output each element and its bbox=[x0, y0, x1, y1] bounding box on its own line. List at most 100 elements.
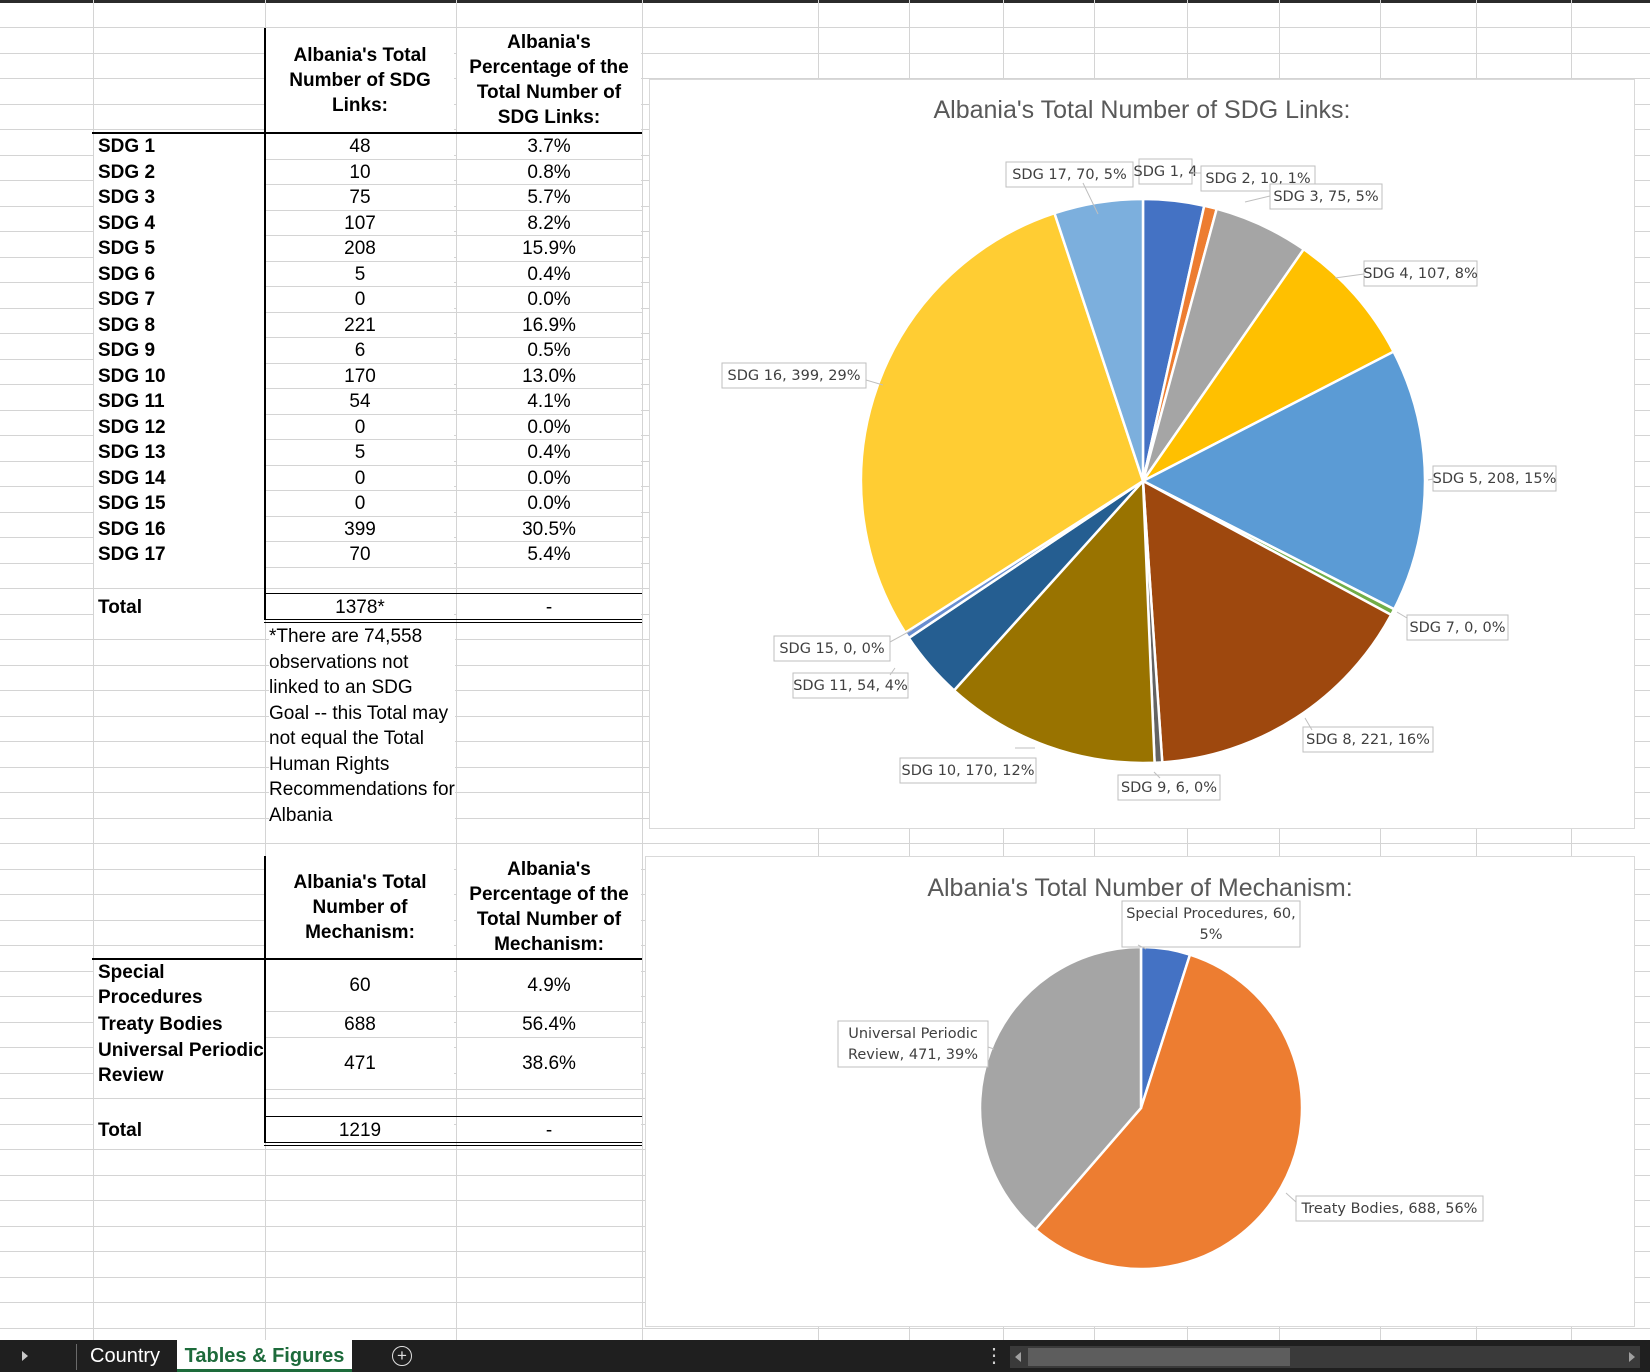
mech-row-pct[interactable]: 4.9% bbox=[457, 960, 641, 1011]
mech-row-count[interactable]: 471 bbox=[266, 1038, 454, 1089]
sdg-row-count[interactable]: 107 bbox=[266, 210, 454, 235]
sdg-row-pct[interactable]: 0.0% bbox=[457, 414, 641, 439]
mech-total-count[interactable]: 1219 bbox=[266, 1118, 454, 1143]
sdg-row-pct[interactable]: 0.5% bbox=[457, 338, 641, 362]
sdg-row-count[interactable]: 170 bbox=[266, 363, 454, 388]
table-row-line bbox=[266, 159, 642, 160]
sdg-row-label[interactable]: SDG 4 bbox=[94, 210, 264, 235]
pie-slice[interactable] bbox=[1140, 349, 1427, 611]
pie-slice[interactable] bbox=[978, 945, 1143, 1232]
pie-slice[interactable] bbox=[1141, 478, 1393, 764]
leader-line bbox=[865, 379, 884, 386]
tab-tables-figures[interactable]: Tables & Figures bbox=[177, 1340, 352, 1372]
sdg-row-pct[interactable]: 0.0% bbox=[457, 491, 641, 515]
sdg-row-pct[interactable]: 5.7% bbox=[457, 185, 641, 209]
sdg-row-count[interactable]: 0 bbox=[266, 414, 454, 439]
sdg-row-count[interactable]: 5 bbox=[266, 440, 454, 464]
horizontal-scrollbar[interactable] bbox=[1010, 1346, 1640, 1368]
sdg-row-count[interactable]: 54 bbox=[266, 389, 454, 413]
pie-slice[interactable] bbox=[952, 477, 1156, 765]
sdg-row-pct[interactable]: 0.0% bbox=[457, 287, 641, 311]
scrollbar-right-arrow-icon[interactable] bbox=[1628, 1351, 1636, 1363]
pie-slice[interactable] bbox=[1141, 247, 1396, 483]
sdg-row-label[interactable]: SDG 6 bbox=[94, 261, 264, 286]
sdg-total-label[interactable]: Total bbox=[94, 595, 264, 620]
sdg-pie-chart[interactable]: Albania's Total Number of SDG Links: SDG… bbox=[649, 79, 1635, 829]
sdg-row-pct[interactable]: 0.4% bbox=[457, 261, 641, 286]
sdg-row-count[interactable]: 399 bbox=[266, 516, 454, 541]
mech-row-pct[interactable]: 56.4% bbox=[457, 1012, 641, 1037]
sdg-row-pct[interactable]: 0.0% bbox=[457, 465, 641, 490]
sdg-row-pct[interactable]: 16.9% bbox=[457, 312, 641, 337]
mech-row-count[interactable]: 688 bbox=[266, 1012, 454, 1037]
add-sheet-icon[interactable]: + bbox=[392, 1346, 412, 1366]
data-label: Review, 471, 39% bbox=[848, 1047, 978, 1063]
mechanism-pie-chart[interactable]: Albania's Total Number of Mechanism: Spe… bbox=[645, 856, 1635, 1327]
sdg-row-label[interactable]: SDG 17 bbox=[94, 542, 264, 566]
data-label-box bbox=[1302, 726, 1434, 753]
spreadsheet-grid[interactable]: Albania's Total Number of SDG Links: Alb… bbox=[0, 0, 1650, 1340]
data-label: 5% bbox=[1199, 927, 1222, 943]
sdg-row-count[interactable]: 70 bbox=[266, 542, 454, 566]
sdg-row-label[interactable]: SDG 11 bbox=[94, 389, 264, 413]
sdg-row-label[interactable]: SDG 5 bbox=[94, 236, 264, 260]
table-row-line bbox=[266, 465, 642, 466]
scrollbar-thumb[interactable] bbox=[1028, 1348, 1290, 1366]
sdg-row-count[interactable]: 221 bbox=[266, 312, 454, 337]
sdg-row-pct[interactable]: 8.2% bbox=[457, 210, 641, 235]
sdg-row-pct[interactable]: 0.8% bbox=[457, 159, 641, 184]
sdg-row-count[interactable]: 75 bbox=[266, 185, 454, 209]
mech-row-label[interactable]: Treaty Bodies bbox=[94, 1012, 264, 1037]
mech-row-count[interactable]: 60 bbox=[266, 960, 454, 1011]
data-label: SDG 10, 170, 12% bbox=[901, 763, 1034, 779]
sdg-row-count[interactable]: 0 bbox=[266, 287, 454, 311]
tab-country[interactable]: Country bbox=[90, 1345, 161, 1367]
mech-total-pct[interactable]: - bbox=[457, 1118, 641, 1143]
scrollbar-left-arrow-icon[interactable] bbox=[1014, 1351, 1022, 1363]
sdg-row-label[interactable]: SDG 8 bbox=[94, 312, 264, 337]
sdg-row-pct[interactable]: 13.0% bbox=[457, 363, 641, 388]
sdg-row-count[interactable]: 208 bbox=[266, 236, 454, 260]
mech-total-label[interactable]: Total bbox=[94, 1118, 264, 1143]
mech-row-pct[interactable]: 38.6% bbox=[457, 1038, 641, 1089]
sdg-row-count[interactable]: 0 bbox=[266, 465, 454, 490]
sdg-row-label[interactable]: SDG 15 bbox=[94, 491, 264, 515]
data-label-box bbox=[1295, 1195, 1484, 1222]
sdg-row-label[interactable]: SDG 12 bbox=[94, 414, 264, 439]
sdg-row-pct[interactable]: 4.1% bbox=[457, 389, 641, 413]
scroll-left-arrow-icon[interactable] bbox=[20, 1350, 30, 1362]
sdg-total-pct[interactable]: - bbox=[457, 595, 641, 620]
sdg-row-label[interactable]: SDG 16 bbox=[94, 516, 264, 541]
sdg-row-pct[interactable]: 5.4% bbox=[457, 542, 641, 566]
leader-line bbox=[1244, 195, 1271, 203]
sdg-row-label[interactable]: SDG 9 bbox=[94, 338, 264, 362]
sdg-row-count[interactable]: 5 bbox=[266, 261, 454, 286]
pie-slice[interactable] bbox=[1033, 953, 1304, 1271]
sdg-row-label[interactable]: SDG 14 bbox=[94, 465, 264, 490]
sdg-row-label[interactable]: SDG 2 bbox=[94, 159, 264, 184]
sdg-row-count[interactable]: 0 bbox=[266, 491, 454, 515]
mech-row-label[interactable]: Universal Periodic Review bbox=[94, 1038, 264, 1089]
mech-total-top-border bbox=[264, 1116, 642, 1117]
mech-row-label[interactable]: Special Procedures bbox=[94, 960, 264, 1011]
mechanism-pie-svg: Special Procedures, 60, 5% Treaty Bodies, … bbox=[837, 900, 1484, 1271]
sdg-row-pct[interactable]: 0.4% bbox=[457, 440, 641, 464]
sheet-tab-bar: Country Tables & Figures + ⋮ bbox=[0, 1340, 1650, 1372]
sdg-row-pct[interactable]: 15.9% bbox=[457, 236, 641, 260]
sdg-total-count[interactable]: 1378* bbox=[266, 595, 454, 620]
more-options-icon[interactable]: ⋮ bbox=[984, 1345, 1004, 1367]
sdg-row-label[interactable]: SDG 10 bbox=[94, 363, 264, 388]
pie-slice[interactable] bbox=[1052, 197, 1145, 482]
sdg-row-count[interactable]: 6 bbox=[266, 338, 454, 362]
sdg-row-count[interactable]: 10 bbox=[266, 159, 454, 184]
sdg-row-label[interactable]: SDG 7 bbox=[94, 287, 264, 311]
table-row-line bbox=[266, 363, 642, 364]
sdg-row-label[interactable]: SDG 1 bbox=[94, 134, 264, 158]
sdg-row-label[interactable]: SDG 13 bbox=[94, 440, 264, 464]
sdg-footnote[interactable]: *There are 74,558 observations not linke… bbox=[269, 624, 455, 828]
sdg-row-label[interactable]: SDG 3 bbox=[94, 185, 264, 209]
pie-slice[interactable] bbox=[859, 211, 1145, 635]
sdg-row-pct[interactable]: 30.5% bbox=[457, 516, 641, 541]
sdg-row-pct[interactable]: 3.7% bbox=[457, 134, 641, 158]
sdg-row-count[interactable]: 48 bbox=[266, 134, 454, 158]
